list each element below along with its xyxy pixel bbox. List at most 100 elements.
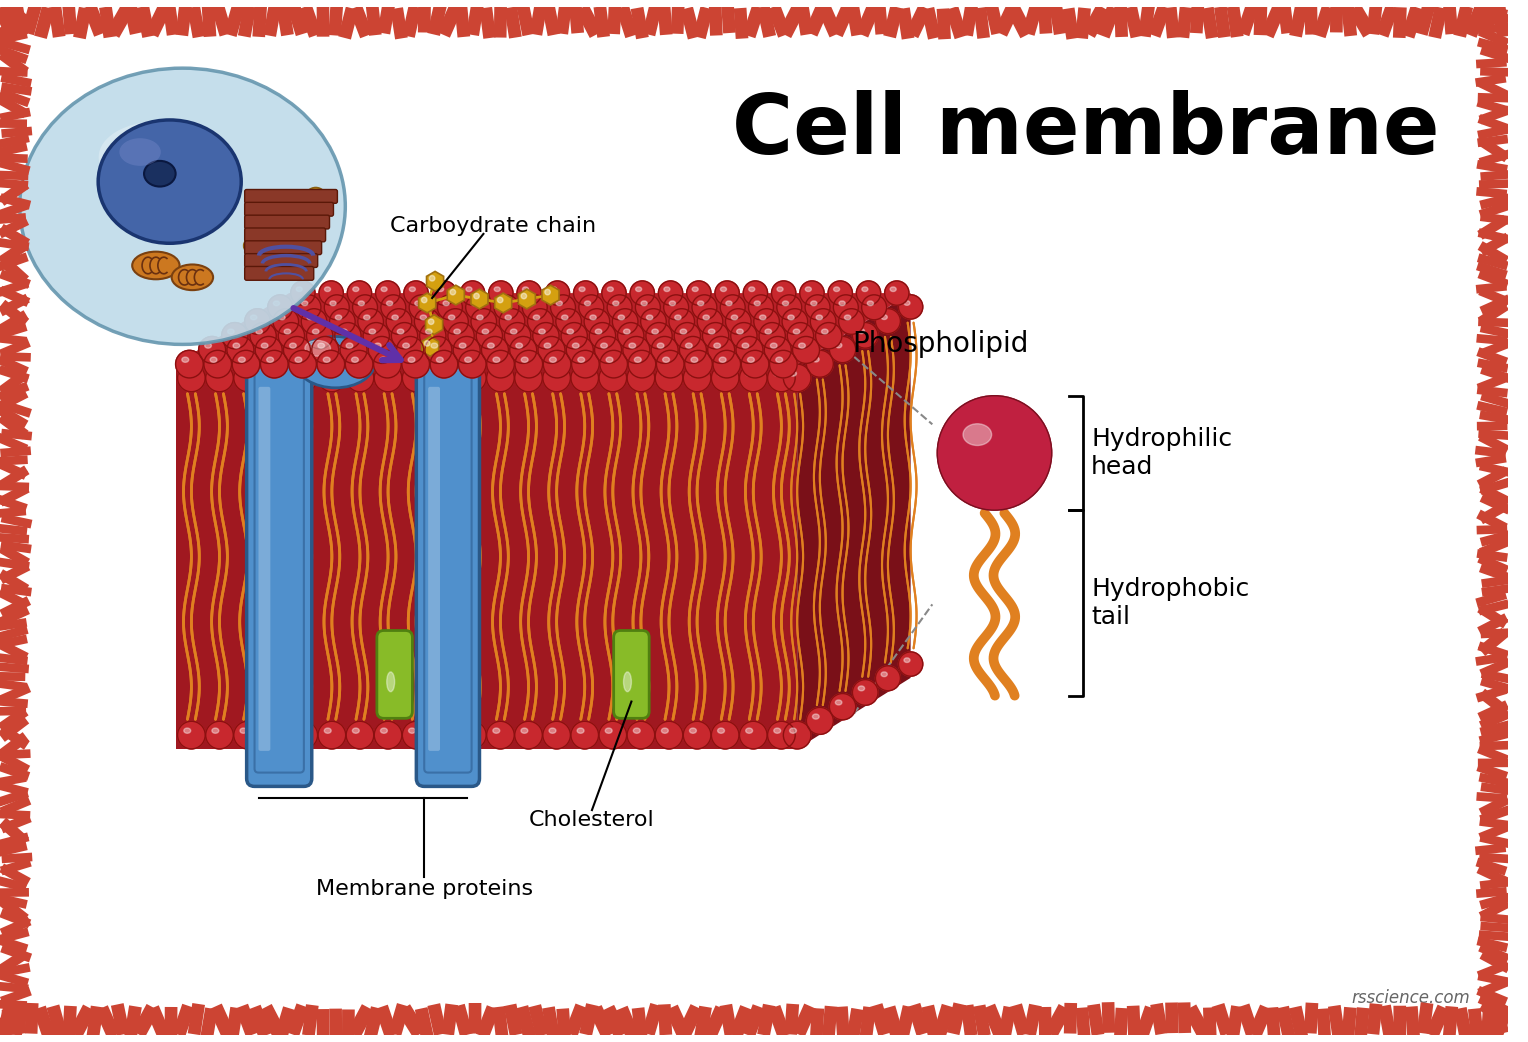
Circle shape bbox=[579, 295, 604, 320]
Circle shape bbox=[571, 350, 599, 378]
Ellipse shape bbox=[539, 329, 545, 334]
FancyBboxPatch shape bbox=[258, 387, 270, 751]
Circle shape bbox=[515, 350, 542, 378]
Ellipse shape bbox=[773, 371, 781, 376]
Ellipse shape bbox=[736, 329, 743, 334]
Ellipse shape bbox=[839, 301, 845, 305]
Ellipse shape bbox=[477, 315, 483, 320]
Ellipse shape bbox=[770, 343, 778, 348]
Ellipse shape bbox=[251, 315, 257, 320]
Circle shape bbox=[782, 308, 808, 334]
Circle shape bbox=[853, 323, 879, 348]
Ellipse shape bbox=[414, 301, 422, 305]
Ellipse shape bbox=[437, 371, 443, 376]
Circle shape bbox=[316, 350, 345, 378]
Circle shape bbox=[602, 281, 626, 305]
Ellipse shape bbox=[347, 343, 353, 348]
Circle shape bbox=[601, 350, 628, 378]
Ellipse shape bbox=[562, 315, 568, 320]
Circle shape bbox=[319, 281, 344, 305]
Circle shape bbox=[486, 364, 515, 392]
Circle shape bbox=[437, 295, 463, 320]
Ellipse shape bbox=[397, 329, 403, 334]
Text: Cell membrane: Cell membrane bbox=[732, 90, 1439, 171]
Circle shape bbox=[764, 337, 792, 364]
Ellipse shape bbox=[816, 315, 822, 320]
Ellipse shape bbox=[267, 357, 274, 363]
Circle shape bbox=[683, 364, 711, 392]
Ellipse shape bbox=[680, 329, 686, 334]
Ellipse shape bbox=[720, 287, 726, 292]
Circle shape bbox=[636, 295, 660, 320]
Ellipse shape bbox=[211, 357, 217, 363]
Ellipse shape bbox=[544, 343, 550, 348]
Circle shape bbox=[244, 308, 270, 334]
Ellipse shape bbox=[133, 252, 180, 279]
Circle shape bbox=[599, 721, 626, 749]
Circle shape bbox=[486, 721, 515, 749]
Ellipse shape bbox=[330, 301, 336, 305]
Circle shape bbox=[740, 364, 767, 392]
Circle shape bbox=[177, 721, 205, 749]
Circle shape bbox=[715, 281, 740, 305]
Circle shape bbox=[335, 323, 361, 349]
Ellipse shape bbox=[410, 287, 416, 292]
Circle shape bbox=[460, 281, 484, 305]
FancyBboxPatch shape bbox=[244, 228, 325, 242]
Ellipse shape bbox=[718, 371, 724, 376]
Circle shape bbox=[663, 295, 689, 320]
Circle shape bbox=[358, 308, 384, 334]
Ellipse shape bbox=[521, 371, 527, 376]
Circle shape bbox=[741, 350, 769, 378]
Ellipse shape bbox=[238, 357, 246, 363]
Ellipse shape bbox=[834, 287, 840, 292]
Ellipse shape bbox=[267, 728, 275, 734]
Circle shape bbox=[373, 350, 402, 378]
Circle shape bbox=[545, 290, 550, 295]
Ellipse shape bbox=[324, 357, 330, 363]
Ellipse shape bbox=[567, 329, 573, 334]
Circle shape bbox=[345, 350, 373, 378]
Circle shape bbox=[222, 323, 248, 349]
Circle shape bbox=[391, 323, 417, 349]
Polygon shape bbox=[419, 293, 435, 313]
Ellipse shape bbox=[296, 371, 303, 376]
Circle shape bbox=[504, 323, 530, 349]
Ellipse shape bbox=[119, 139, 160, 166]
Ellipse shape bbox=[578, 371, 584, 376]
Ellipse shape bbox=[691, 357, 698, 363]
Ellipse shape bbox=[301, 301, 307, 305]
Circle shape bbox=[613, 308, 639, 334]
FancyBboxPatch shape bbox=[246, 351, 312, 787]
Circle shape bbox=[656, 364, 683, 392]
Circle shape bbox=[387, 308, 411, 334]
Ellipse shape bbox=[619, 315, 625, 320]
Circle shape bbox=[594, 337, 622, 364]
Circle shape bbox=[626, 364, 654, 392]
Ellipse shape bbox=[240, 728, 248, 734]
Ellipse shape bbox=[364, 315, 370, 320]
Ellipse shape bbox=[521, 357, 529, 363]
Circle shape bbox=[736, 337, 762, 364]
Circle shape bbox=[422, 297, 426, 303]
Ellipse shape bbox=[549, 371, 556, 376]
FancyBboxPatch shape bbox=[244, 241, 321, 254]
FancyBboxPatch shape bbox=[416, 351, 480, 787]
Circle shape bbox=[538, 337, 565, 364]
Ellipse shape bbox=[183, 371, 191, 376]
Circle shape bbox=[659, 281, 683, 305]
Ellipse shape bbox=[640, 301, 648, 305]
Ellipse shape bbox=[431, 343, 437, 348]
Circle shape bbox=[542, 364, 570, 392]
Ellipse shape bbox=[212, 371, 219, 376]
Circle shape bbox=[753, 308, 779, 334]
Circle shape bbox=[477, 323, 503, 349]
Ellipse shape bbox=[630, 343, 636, 348]
Ellipse shape bbox=[663, 287, 669, 292]
Circle shape bbox=[284, 337, 310, 364]
Ellipse shape bbox=[500, 301, 506, 305]
Ellipse shape bbox=[324, 287, 330, 292]
Circle shape bbox=[862, 295, 886, 320]
Ellipse shape bbox=[607, 357, 613, 363]
Circle shape bbox=[876, 308, 900, 333]
